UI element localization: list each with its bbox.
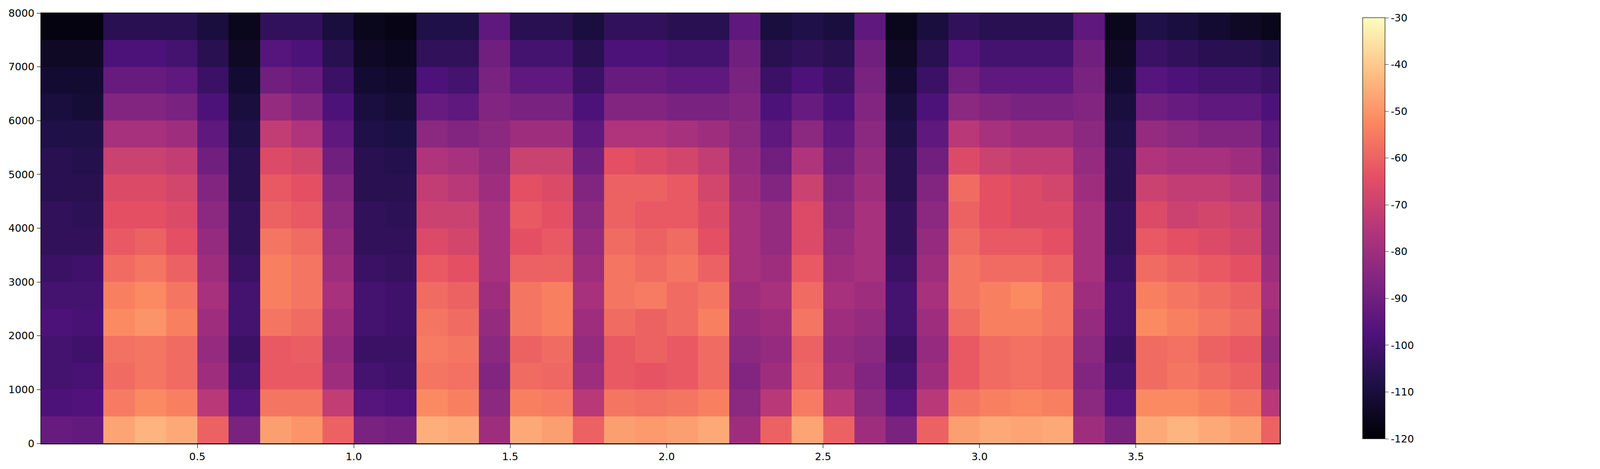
svg-text:0: 0 [27,437,35,450]
svg-text:3.0: 3.0 [971,450,988,463]
svg-text:5000: 5000 [8,168,35,181]
svg-text:-90: -90 [1390,292,1408,305]
svg-text:6000: 6000 [8,114,35,127]
svg-text:1.0: 1.0 [345,450,363,463]
svg-text:0.5: 0.5 [189,450,206,463]
svg-text:7000: 7000 [8,60,35,73]
svg-text:1.5: 1.5 [502,450,519,463]
svg-text:-50: -50 [1390,105,1408,118]
svg-text:-70: -70 [1390,199,1408,211]
svg-text:-110: -110 [1390,386,1414,398]
svg-text:2000: 2000 [8,329,35,342]
svg-text:2.0: 2.0 [658,450,675,463]
svg-text:-40: -40 [1390,58,1408,71]
svg-text:3000: 3000 [8,276,35,289]
svg-text:-60: -60 [1390,152,1408,164]
svg-text:-100: -100 [1390,339,1414,352]
svg-text:2.5: 2.5 [814,450,832,463]
svg-text:-30: -30 [1390,12,1408,24]
svg-text:-80: -80 [1390,245,1408,258]
svg-text:4000: 4000 [8,222,35,235]
svg-text:-120: -120 [1390,433,1414,445]
svg-text:8000: 8000 [8,7,35,20]
svg-text:3.5: 3.5 [1127,450,1144,463]
svg-text:1000: 1000 [8,383,35,396]
